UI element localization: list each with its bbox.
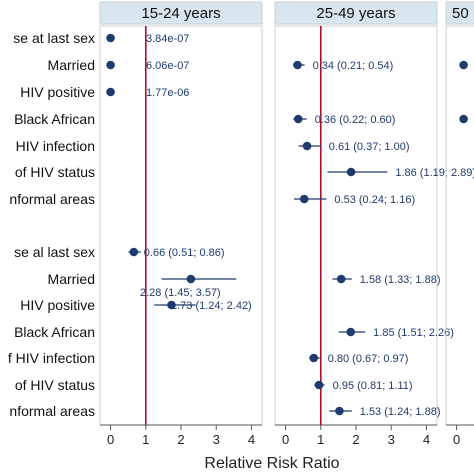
row-label: HIV positive [20,84,95,100]
estimate-point [299,194,309,204]
facet-title: 50 [452,5,469,22]
estimate-point [129,247,139,257]
row-label: f HIV infection [8,350,95,366]
facet-panel: 15-24 years 0 1 2 3 4 3.84e-07 6.06e-07 1.77e-06… [99,1,263,447]
panel-frame [99,25,263,426]
estimate-label: 0.66 (0.51; 0.86) [144,247,225,259]
x-tick-label: 3 [388,432,395,447]
estimate-point [309,353,319,363]
estimate-point [302,141,312,151]
row-labels: se at last sex Married HIV positive Black A… [8,30,95,419]
estimate-label: 3.84e-07 [146,33,189,45]
estimate-point [293,114,303,124]
panel-frame [274,25,438,426]
row-label: Married [48,57,95,73]
row-label: HIV infection [16,138,95,154]
estimate-label: 1.73 (1.24; 2.42) [171,300,252,312]
estimate-point [293,60,302,70]
estimate-point [459,60,468,70]
estimate-label: 1.86 (1.19; 2.89) [395,167,474,179]
x-tick-label: 2 [352,432,359,447]
x-tick-label: 1 [142,432,149,447]
estimate-point [106,60,115,70]
estimate-label: 2.28 (1.45; 3.57) [140,287,221,299]
x-tick-label: 0 [107,432,114,447]
facet-strip [274,1,438,25]
estimate-point [314,380,324,390]
row-label: se at last sex [13,30,95,46]
x-tick-label: 2 [177,432,184,447]
row-label: nformal areas [9,191,95,207]
x-tick-label: 1 [317,432,324,447]
facet-panel: 50 0 [445,1,474,447]
estimate-point [459,114,468,124]
row-label: of HIV status [15,164,95,180]
x-tick-label: 4 [423,432,430,447]
facet-panel: 25-49 years 0 1 2 3 4 0.34 (0.21; 0.54) 0.36 (0… [274,1,474,447]
panel-frame [445,25,474,426]
estimate-label: 1.85 (1.51; 2.26) [373,327,454,339]
x-tick-label: 4 [248,432,255,447]
estimate-point [106,33,115,43]
facet-title: 15-24 years [141,5,220,22]
estimate-label: 0.53 (0.24; 1.16) [334,194,415,206]
x-tick-label: 3 [213,432,220,447]
facet-panels: 15-24 years 0 1 2 3 4 3.84e-07 6.06e-07 1.77e-06… [99,1,474,447]
estimate-point [335,406,344,416]
row-label: Black African [14,324,95,340]
estimate-label: 0.95 (0.81; 1.11) [333,380,413,392]
facet-title: 25-49 years [316,5,395,22]
estimate-point [346,167,356,177]
estimate-point [106,87,115,97]
estimate-label: 1.53 (1.24; 1.88) [360,406,441,418]
facet-strip [445,1,474,25]
row-label: nformal areas [9,403,95,419]
x-axis-label: Relative Risk Ratio [204,455,339,472]
estimate-point [186,274,196,284]
estimate-label: 6.06e-07 [146,60,189,72]
x-tick-label: 0 [282,432,289,447]
estimate-label: 0.36 (0.22; 0.60) [315,114,396,126]
row-label: of HIV status [15,377,95,393]
facet-strip [99,1,263,25]
estimate-label: 0.34 (0.21; 0.54) [313,60,394,72]
row-label: se al last sex [14,244,95,260]
estimate-label: 0.61 (0.37; 1.00) [329,141,410,153]
row-label: Black African [14,111,95,127]
row-label: Married [48,271,95,287]
estimate-label: 1.77e-06 [146,87,189,99]
estimate-label: 1.58 (1.33; 1.88) [360,274,441,286]
estimate-point [346,327,356,337]
estimate-point [167,300,176,310]
estimate-label: 0.80 (0.67; 0.97) [328,353,409,365]
row-label: HIV positive [20,297,95,313]
estimate-point [336,274,346,284]
x-tick-label: 0 [453,432,460,447]
